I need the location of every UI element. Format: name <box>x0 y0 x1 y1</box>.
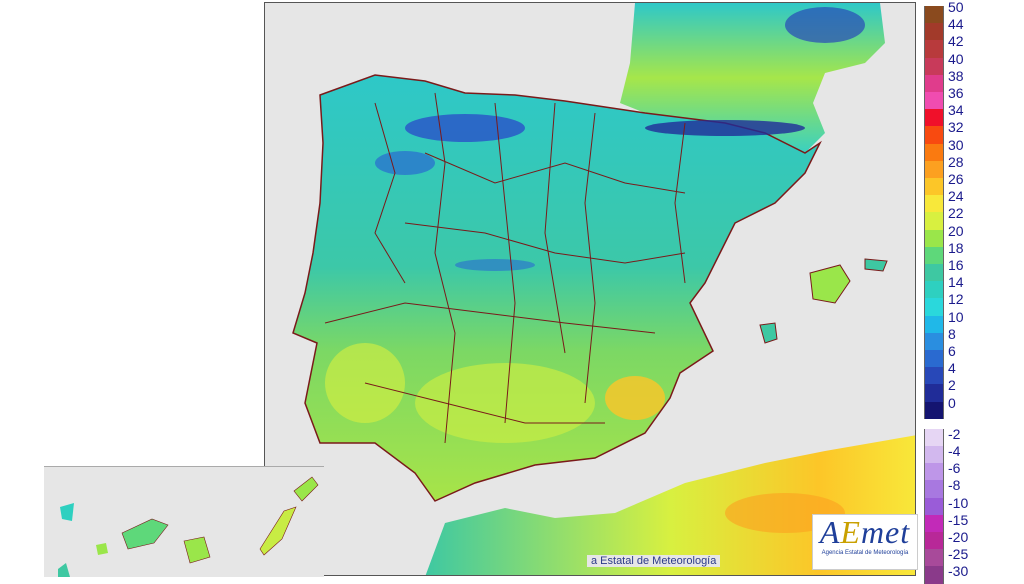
cantabrian-cold <box>405 114 525 142</box>
tenerife-island <box>121 518 169 550</box>
legend-label: 10 <box>948 308 964 325</box>
legend-label: -4 <box>948 443 961 459</box>
legend-label: 18 <box>948 239 964 256</box>
legend-label: 0 <box>948 394 956 411</box>
legend-swatch <box>924 514 944 532</box>
mallorca-island <box>809 264 851 304</box>
legend-swatch <box>924 109 944 127</box>
legend-label: -8 <box>948 477 961 494</box>
legend-label: 36 <box>948 85 964 101</box>
legend-swatch <box>924 428 944 446</box>
legend-label: 50 <box>948 0 964 15</box>
legend-swatch <box>924 229 944 247</box>
lanzarote-island <box>293 476 319 502</box>
canary-canvas <box>58 476 319 577</box>
alps-cold <box>785 7 865 43</box>
legend-label: 12 <box>948 291 964 308</box>
legend-swatch <box>924 178 944 196</box>
legend-swatch <box>924 246 944 264</box>
canary-islands-inset[interactable] <box>44 466 324 577</box>
legend-swatch <box>924 264 944 282</box>
temperature-legend: 50 44 42 40 38 36 34 32 30 28 26 24 22 20 18 16 14 12 10 8 6… <box>922 0 1022 584</box>
aemet-logo: AEmet Agencia Estatal de Meteorología <box>812 514 918 570</box>
legend-label: -25 <box>948 546 969 563</box>
legend-swatch <box>924 350 944 368</box>
legend-swatch <box>924 401 944 419</box>
legend-label: -30 <box>948 563 969 580</box>
legend-swatch <box>924 57 944 75</box>
legend-label: 30 <box>948 136 964 153</box>
legend-label: 42 <box>948 33 964 50</box>
legend-swatch <box>924 463 944 481</box>
el-hierro-island <box>60 503 74 521</box>
central-system-cold <box>455 259 535 271</box>
legend-swatch <box>924 195 944 213</box>
legend-swatch <box>924 549 944 567</box>
legend-swatch <box>924 446 944 464</box>
legend-label: 40 <box>948 50 964 67</box>
aemet-logo-subtitle: Agencia Estatal de Meteorología <box>821 550 909 556</box>
map-credit: a Estatal de Meteorología <box>587 555 721 567</box>
legend-label: -10 <box>948 494 969 511</box>
legend-label: 22 <box>948 205 964 222</box>
legend-label: 24 <box>948 188 964 205</box>
legend-label: -15 <box>948 511 969 528</box>
legend-swatch <box>924 23 944 41</box>
north-africa-land <box>425 435 915 575</box>
legend-swatch <box>924 298 944 316</box>
legend-swatch <box>924 92 944 110</box>
hot-area <box>605 376 665 420</box>
legend-swatch <box>924 281 944 299</box>
gran-canaria-island <box>183 536 211 564</box>
legend-swatch <box>924 212 944 230</box>
ibiza-island <box>759 322 778 344</box>
legend-swatch <box>924 74 944 92</box>
legend-label: 38 <box>948 67 964 84</box>
legend-label: 4 <box>948 360 956 377</box>
aemet-logo-mark: AEmet <box>819 514 911 550</box>
legend-swatch <box>924 480 944 498</box>
legend-label: -2 <box>948 425 961 442</box>
legend-swatch <box>924 40 944 58</box>
legend-label: 44 <box>948 16 964 33</box>
legend-label: 34 <box>948 102 964 119</box>
legend-swatch <box>924 143 944 161</box>
legend-label: 20 <box>948 222 964 239</box>
legend-swatch <box>924 497 944 515</box>
cold-area <box>375 151 435 175</box>
temperature-map[interactable]: a Estatal de Meteorología <box>264 2 916 576</box>
legend-swatch <box>924 160 944 178</box>
legend-swatch <box>924 6 944 24</box>
map-canvas <box>265 3 915 575</box>
legend-swatch <box>924 126 944 144</box>
legend-label: -20 <box>948 529 969 545</box>
province-borders <box>324 92 686 444</box>
legend-swatch <box>924 332 944 350</box>
legend-label: -6 <box>948 460 961 477</box>
legend-label: 28 <box>948 153 964 170</box>
legend-swatch <box>924 384 944 402</box>
legend-swatch <box>924 367 944 385</box>
legend-label: 32 <box>948 119 964 136</box>
fuerteventura-island <box>259 506 297 556</box>
la-gomera-island <box>96 543 108 555</box>
warm-area <box>415 363 595 443</box>
legend-label: 8 <box>948 325 956 342</box>
legend-label: 26 <box>948 171 964 187</box>
legend-label: 14 <box>948 274 964 291</box>
legend-swatch <box>924 532 944 550</box>
la-palma-island <box>58 563 70 577</box>
legend-label: 2 <box>948 377 956 394</box>
legend-label: 6 <box>948 343 956 359</box>
menorca-island <box>864 258 888 272</box>
legend-label: 16 <box>948 257 964 273</box>
legend-swatch <box>924 315 944 333</box>
legend-swatch <box>924 566 944 584</box>
pyrenees-cold <box>645 120 805 136</box>
